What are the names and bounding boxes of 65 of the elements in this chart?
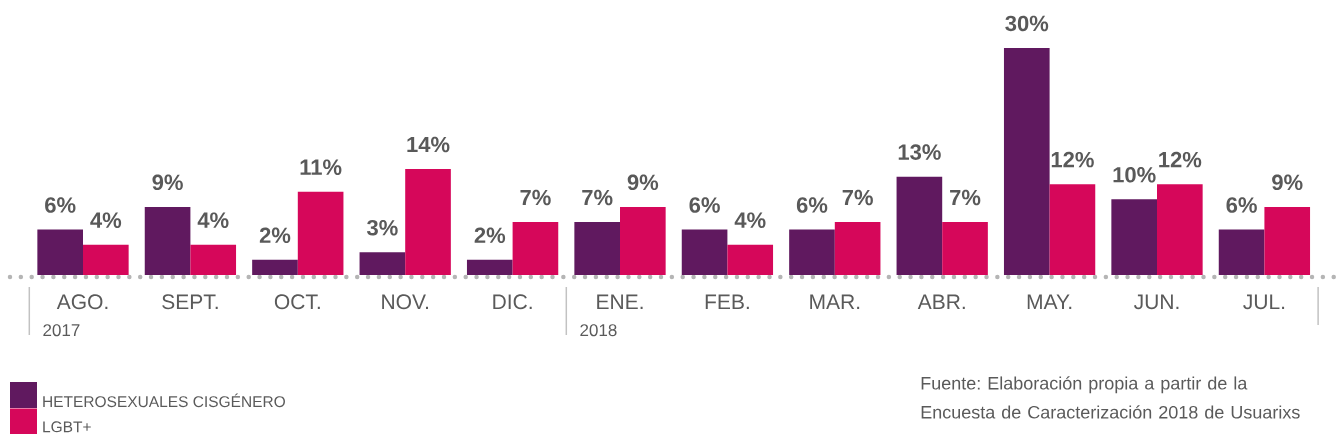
data-label: 4% xyxy=(197,212,229,228)
x-tick-label: MAY. xyxy=(1027,294,1072,309)
source-note: Fuente: Elaboración propia a partir de la Encuesta de Caracterización 2018 de Usuarixs xyxy=(921,376,1300,419)
data-label: 14% xyxy=(407,136,450,153)
data-label: 7% xyxy=(582,189,613,206)
bar xyxy=(727,244,774,275)
data-label: 2% xyxy=(259,227,291,244)
bar xyxy=(1111,199,1157,275)
data-label: 3% xyxy=(366,219,398,236)
bar xyxy=(83,244,129,275)
data-label: 10% xyxy=(1113,166,1156,183)
x-tick-label: FEB. xyxy=(705,294,749,309)
bar xyxy=(620,206,666,275)
text: 2018 xyxy=(580,324,617,337)
data-label: 11% xyxy=(300,159,342,175)
bar xyxy=(834,222,881,275)
data-label: 9% xyxy=(152,174,183,191)
data-label: 2% xyxy=(474,227,506,244)
data-label: 9% xyxy=(1272,174,1303,191)
data-label: 6% xyxy=(796,197,828,213)
data-label: 12% xyxy=(1051,151,1094,168)
x-tick-label: AGO. xyxy=(56,294,108,310)
bar xyxy=(1049,184,1096,275)
data-label: 4% xyxy=(90,212,122,228)
data-label: 6% xyxy=(1226,197,1257,213)
x-tick-label: OCT. xyxy=(274,294,320,310)
data-label: 7% xyxy=(950,189,981,206)
bar xyxy=(942,222,988,275)
bar xyxy=(1003,48,1050,275)
bar xyxy=(681,229,728,275)
bar xyxy=(896,176,943,275)
data-label: 30% xyxy=(1005,15,1049,32)
x-tick-label: ENE. xyxy=(597,294,643,309)
bar xyxy=(574,222,620,275)
x-tick-label: SEPT. xyxy=(162,294,218,310)
x-tick-label: JUN. xyxy=(1134,294,1179,310)
data-label: 9% xyxy=(627,174,659,191)
bar xyxy=(1264,206,1311,275)
x-tick-label: ABR. xyxy=(917,294,965,309)
bar xyxy=(37,229,83,275)
x-tick-label: DIC. xyxy=(493,294,532,310)
data-label: 6% xyxy=(45,197,76,213)
bar xyxy=(359,252,406,275)
x-tick-label: JUL. xyxy=(1243,294,1285,310)
bar xyxy=(190,244,237,275)
legend-label: LGBT+ xyxy=(43,421,91,433)
bar xyxy=(789,229,835,275)
bar xyxy=(1218,229,1265,275)
data-label: 6% xyxy=(689,197,720,213)
data-label: 12% xyxy=(1159,151,1202,168)
bar xyxy=(1157,184,1203,275)
text: 2017 xyxy=(43,324,80,337)
legend-label: HETEROSEXUALES CISGÉNERO xyxy=(43,393,285,408)
bar xyxy=(252,259,298,275)
x-tick-label: MAR. xyxy=(810,294,860,309)
data-label: 7% xyxy=(842,189,873,206)
bar xyxy=(297,191,344,275)
bar xyxy=(512,222,559,275)
bar xyxy=(466,259,513,275)
data-label: 7% xyxy=(520,189,551,206)
bar xyxy=(405,169,451,275)
data-label: 4% xyxy=(734,212,766,228)
bar xyxy=(144,206,191,275)
x-tick-label: NOV. xyxy=(382,294,429,310)
data-label: 13% xyxy=(898,144,941,160)
